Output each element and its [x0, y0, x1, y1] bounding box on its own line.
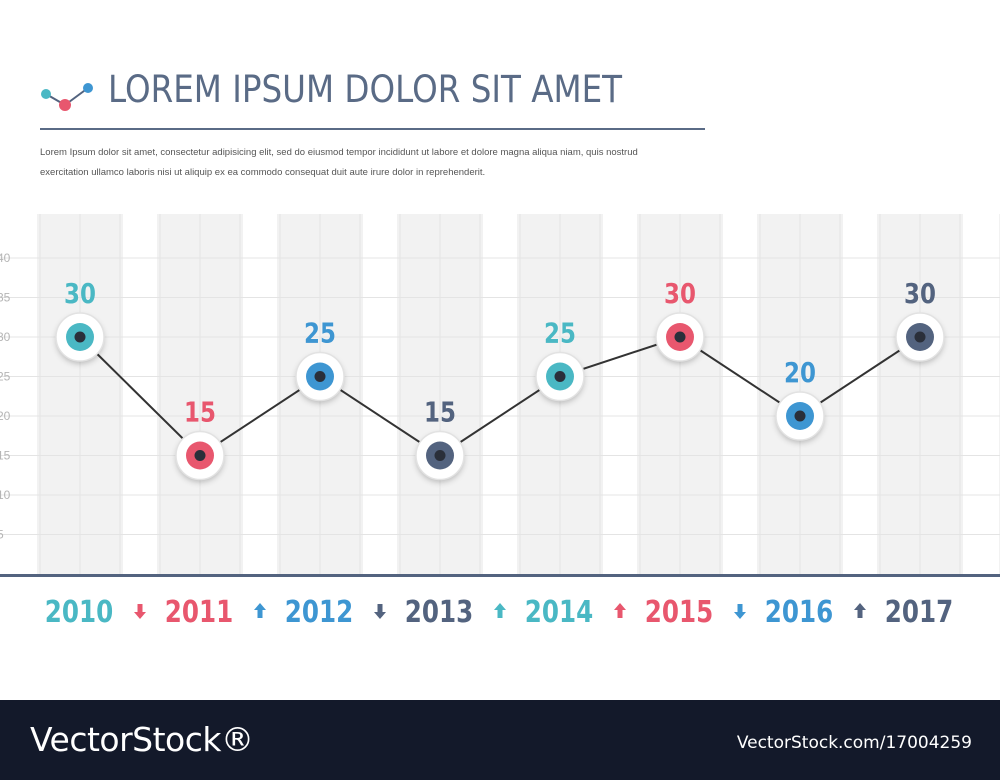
- data-point-ring-border: [55, 312, 105, 362]
- data-point-ring-border: [655, 312, 705, 362]
- arrow-down-icon: [134, 604, 146, 619]
- data-label: 30: [904, 278, 936, 311]
- description: Lorem Ipsum dolor sit amet, consectetur …: [40, 143, 730, 183]
- arrow-up-icon: [254, 603, 266, 618]
- data-point-ring-border: [415, 430, 465, 481]
- y-tick-label: 5: [0, 528, 4, 542]
- data-point-center: [674, 331, 686, 343]
- data-point-ring-border: [175, 430, 225, 481]
- data-point-center: [194, 450, 206, 461]
- data-point-center: [314, 371, 326, 382]
- data-point-ring-border: [895, 312, 945, 362]
- y-tick-label: 15: [0, 449, 11, 463]
- x-tick-label: 2013: [405, 596, 473, 630]
- y-tick-label: 25: [0, 370, 11, 384]
- data-point-center: [914, 331, 926, 343]
- data-point-ring-border: [295, 351, 345, 402]
- x-tick-label: 2017: [885, 596, 953, 630]
- arrow-up-icon: [494, 603, 506, 618]
- data-label: 25: [544, 317, 576, 350]
- data-point-center: [74, 331, 86, 343]
- y-tick-label: 10: [0, 488, 11, 502]
- line-chart-logo-icon: [41, 83, 93, 111]
- data-point-center: [434, 450, 446, 461]
- x-tick-label: 2012: [285, 596, 353, 630]
- x-tick-label: 2016: [765, 596, 833, 630]
- x-tick-label: 2011: [165, 596, 233, 630]
- x-tick-label: 2010: [45, 596, 113, 630]
- description-line-1: Lorem Ipsum dolor sit amet, consectetur …: [40, 147, 638, 158]
- arrow-up-icon: [614, 603, 626, 618]
- data-label: 15: [184, 396, 216, 429]
- description-line-2: exercitation ullamco laboris nisi ut ali…: [40, 167, 486, 178]
- data-point-ring-border: [535, 351, 585, 402]
- footer-bar: VectorStock® VectorStock.com/17004259: [0, 700, 1000, 780]
- y-tick-label: 40: [0, 251, 11, 265]
- title-divider: [40, 128, 705, 130]
- arrow-down-icon: [374, 604, 386, 619]
- data-point-center: [554, 371, 566, 382]
- data-point-ring-border: [775, 391, 825, 441]
- arrow-up-icon: [854, 603, 866, 618]
- footer-brand: VectorStock®: [30, 720, 254, 759]
- x-tick-label: 2014: [525, 596, 593, 630]
- data-point-center: [794, 410, 806, 422]
- data-label: 20: [784, 357, 816, 390]
- data-label: 30: [664, 278, 696, 311]
- y-tick-label: 20: [0, 409, 11, 423]
- arrow-down-icon: [734, 604, 746, 619]
- page-title: LOREM IPSUM DOLOR SIT AMET: [108, 68, 623, 111]
- x-axis-baseline: [0, 574, 1000, 577]
- data-label: 15: [424, 396, 456, 429]
- y-tick-label: 35: [0, 291, 11, 305]
- data-label: 25: [304, 317, 336, 350]
- data-label: 30: [64, 278, 96, 311]
- x-tick-label: 2015: [645, 596, 713, 630]
- y-tick-label: 30: [0, 330, 11, 344]
- footer-reference: VectorStock.com/17004259: [736, 733, 972, 753]
